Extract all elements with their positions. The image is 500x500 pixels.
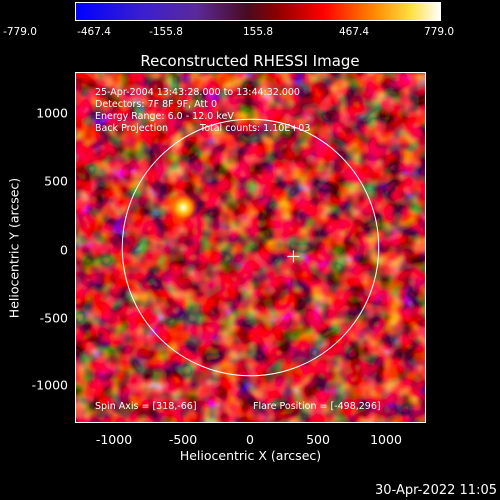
info-energy-range: Energy Range: 6.0 - 12.0 keV bbox=[95, 111, 234, 122]
colorbar-tick-label: -779.0 bbox=[3, 26, 37, 38]
solar-limb-circle bbox=[121, 118, 380, 377]
colorbar-tick-label: -467.4 bbox=[77, 26, 111, 38]
colorbar-tick-label: -155.8 bbox=[149, 26, 183, 38]
image-background bbox=[75, 72, 426, 423]
bright-source bbox=[167, 191, 200, 224]
x-tick-label: -500 bbox=[168, 432, 198, 447]
colorbar-tick-label: 467.4 bbox=[338, 26, 370, 38]
info-spin-axis: Spin Axis = [318,-66] bbox=[95, 401, 197, 412]
colorbar bbox=[75, 2, 441, 21]
y-axis-label: Heliocentric Y (arcsec) bbox=[6, 177, 22, 319]
info-flare-position: Flare Position = [-498,296] bbox=[253, 401, 381, 412]
y-tick-label: -1000 bbox=[31, 377, 68, 393]
x-tick-label: 500 bbox=[306, 432, 330, 447]
info-total-counts: Total counts: 1.10E+03 bbox=[200, 123, 311, 134]
y-tick-label: 0 bbox=[60, 242, 68, 258]
spin-axis-cross-icon bbox=[287, 250, 300, 263]
x-tick-label: 1000 bbox=[370, 432, 402, 447]
info-time-range: 25-Apr-2004 13:43:28.000 to 13:44:32.000 bbox=[95, 87, 300, 98]
colorbar-tick-label: 155.8 bbox=[242, 26, 274, 38]
x-axis-label: Heliocentric X (arcsec) bbox=[179, 448, 322, 463]
y-tick-label: 1000 bbox=[36, 105, 68, 121]
colorbar-tick-label: 779.0 bbox=[423, 26, 455, 38]
info-detectors: Detectors: 7F 8F 9F, Att 0 bbox=[95, 99, 218, 110]
y-tick-label: 500 bbox=[44, 173, 68, 189]
plot-frame bbox=[75, 72, 426, 423]
image-title: Reconstructed RHESSI Image bbox=[140, 52, 360, 70]
timestamp: 30-Apr-2022 11:05 bbox=[375, 483, 497, 498]
solar-image-plot bbox=[75, 72, 426, 423]
info-method: Back Projection bbox=[95, 123, 169, 134]
y-tick-label: -500 bbox=[39, 310, 68, 326]
x-tick-label: -1000 bbox=[95, 432, 133, 447]
x-tick-label: 0 bbox=[246, 432, 254, 447]
